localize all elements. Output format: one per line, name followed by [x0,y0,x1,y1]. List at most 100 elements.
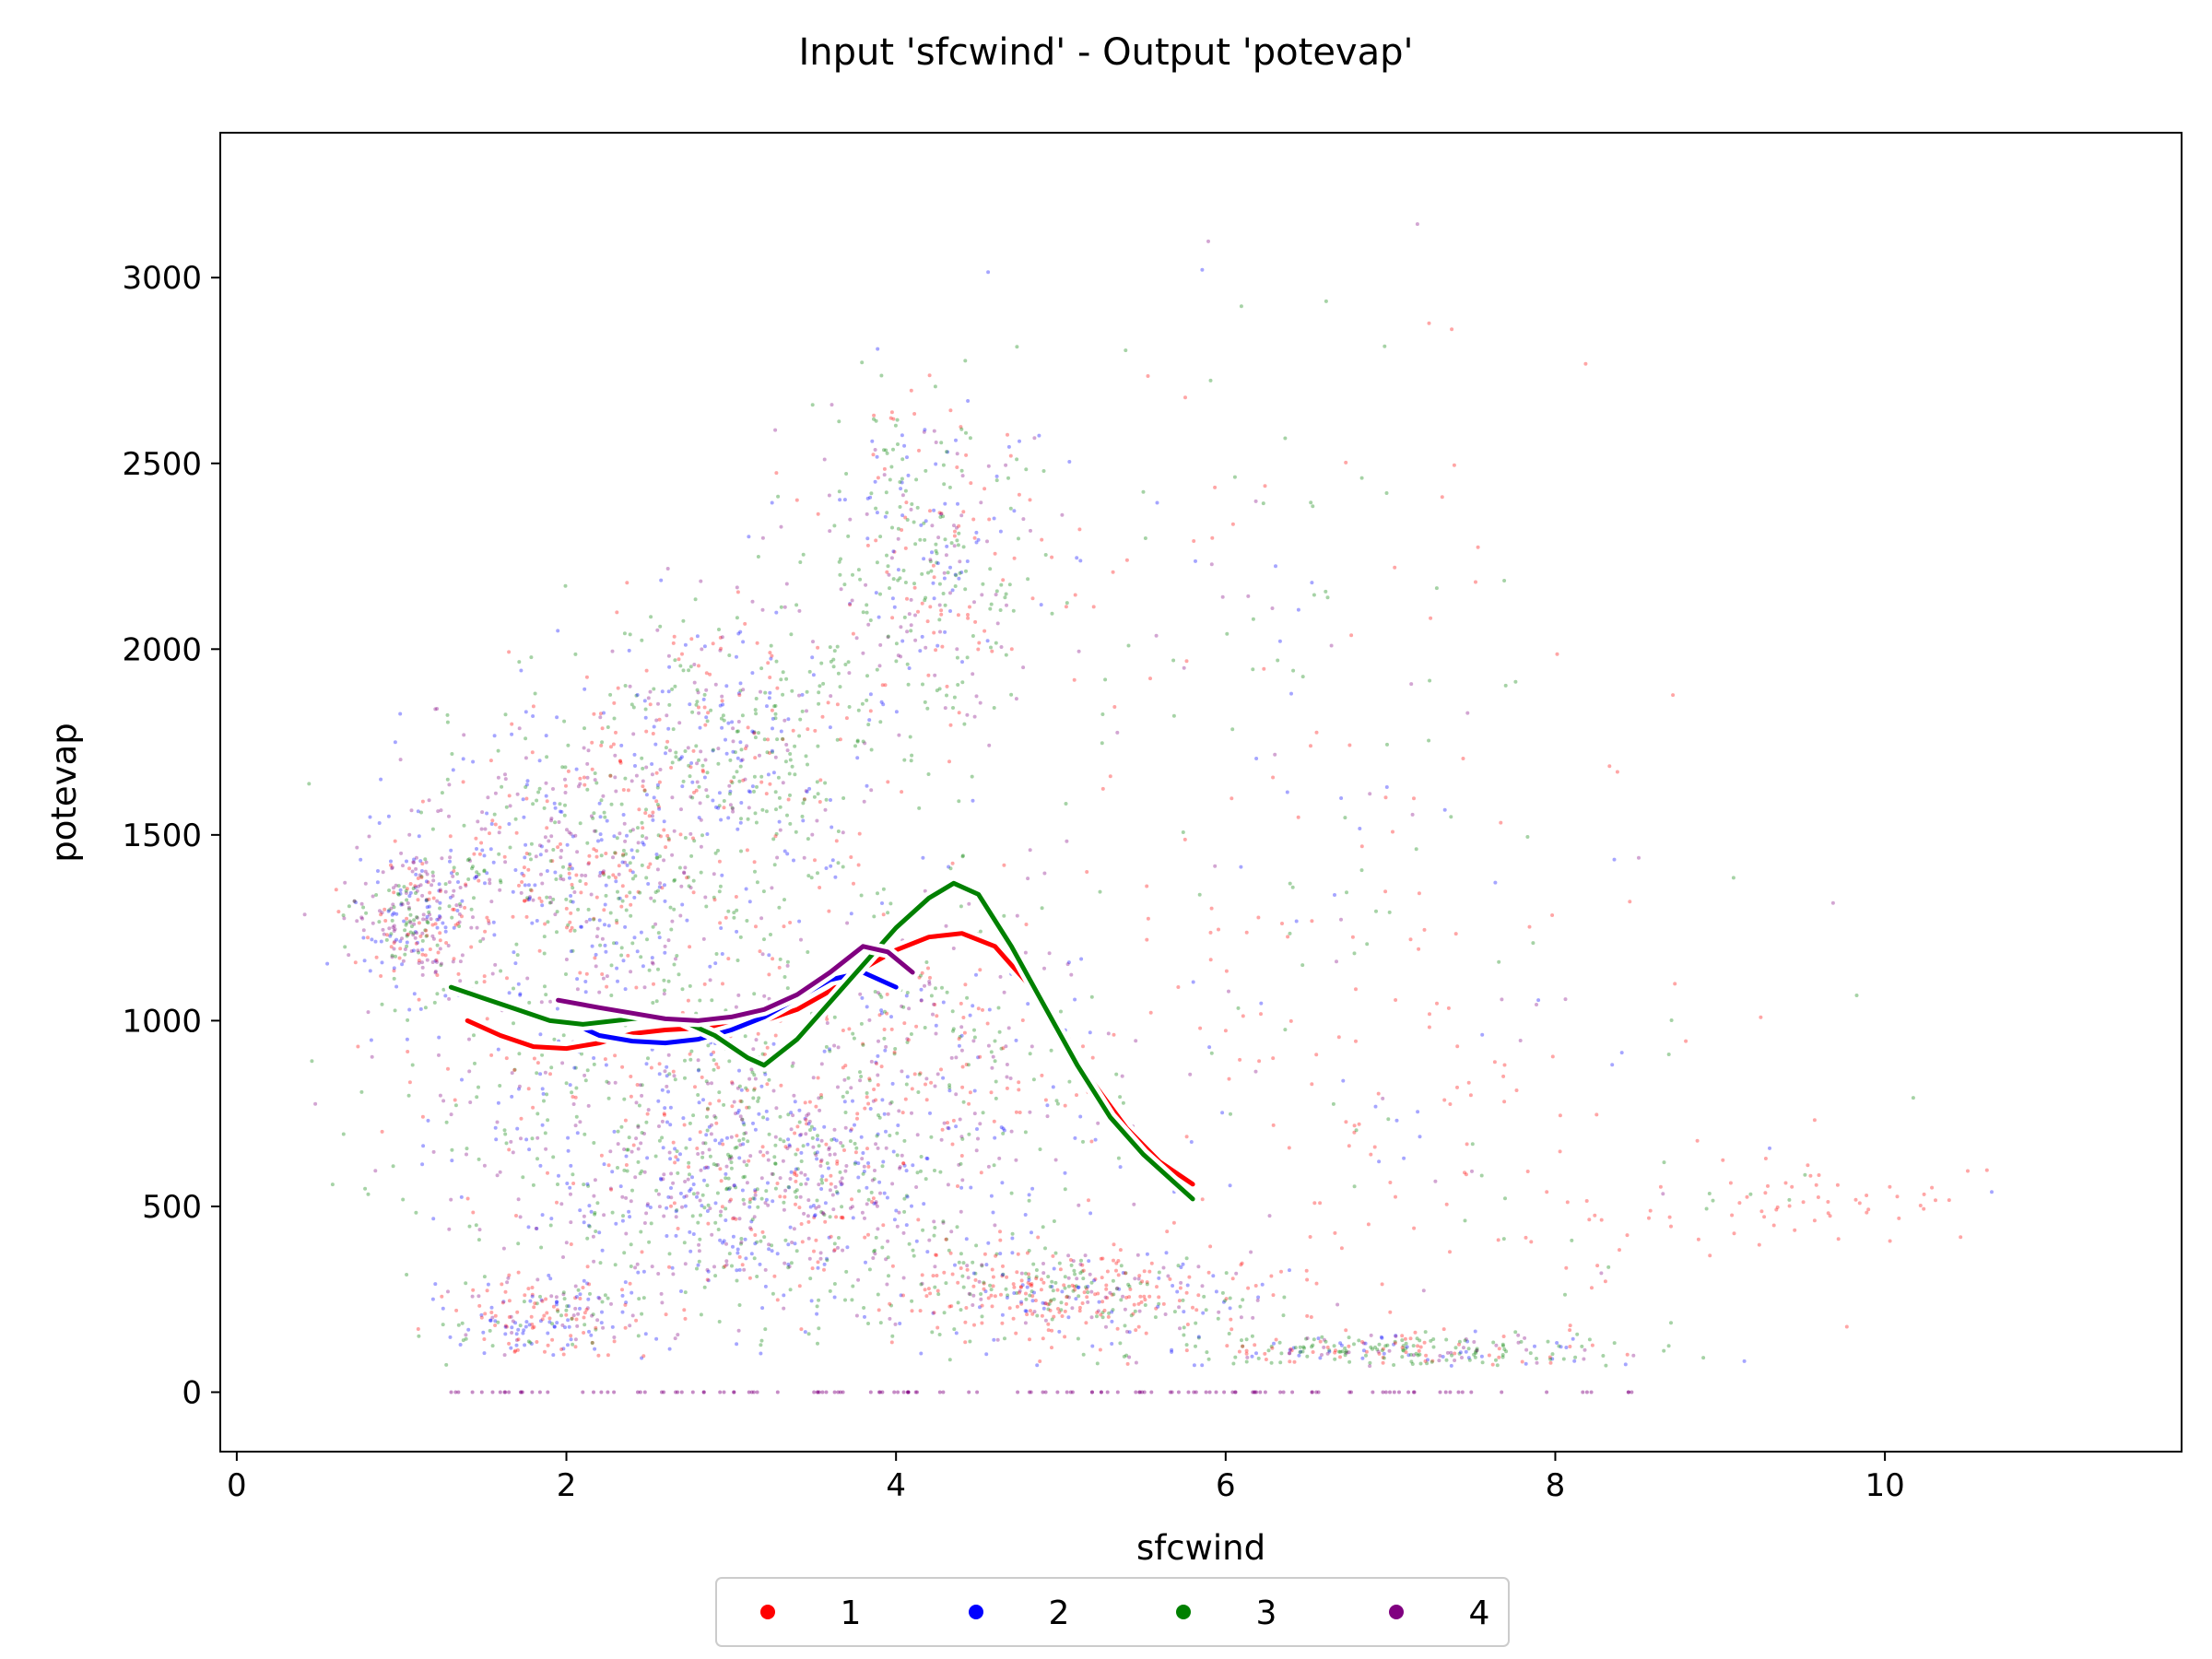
scatter-point [1233,1390,1238,1394]
scatter-point [823,807,828,812]
scatter-point [389,859,393,864]
scatter-point [525,976,530,981]
scatter-point [623,1302,628,1307]
scatter-point [485,1017,489,1021]
scatter-point [482,974,487,979]
scatter-point [971,634,975,638]
scatter-point [905,1194,910,1199]
scatter-point [806,1198,811,1203]
scatter-point [1063,1309,1067,1313]
scatter-point [832,1127,837,1132]
scatter-point [1223,1299,1228,1303]
scatter-point [550,1337,555,1342]
scatter-point [610,1210,615,1215]
scatter-point [540,1087,545,1091]
scatter-point [420,938,425,943]
scatter-point [747,806,751,810]
scatter-point [739,801,744,805]
scatter-point [1292,1359,1297,1364]
scatter-point [608,1149,613,1154]
scatter-point [935,1014,939,1018]
scatter-point [570,882,574,887]
scatter-point [770,1171,774,1176]
scatter-point [714,805,718,809]
scatter-point [834,1138,839,1143]
scatter-point [447,904,452,909]
scatter-point [713,1138,718,1143]
scatter-point [1205,1350,1209,1355]
scatter-point [595,926,600,931]
scatter-point [399,902,404,907]
scatter-point [960,1178,965,1182]
scatter-point [731,809,735,814]
scatter-point [420,1114,425,1119]
scatter-point [825,1161,830,1166]
scatter-point [697,664,700,668]
scatter-point [831,1207,836,1212]
scatter-point [839,1216,843,1219]
scatter-point [1096,1291,1100,1296]
scatter-point [1336,1035,1341,1040]
scatter-point [1564,1346,1569,1349]
scatter-point [1453,1359,1457,1362]
scatter-point [408,930,413,935]
scatter-point [1027,1272,1031,1277]
scatter-point [606,1353,610,1358]
scatter-point [919,1282,924,1287]
scatter-point [534,1226,538,1230]
scatter-point [1499,820,1503,825]
scatter-point [623,1280,628,1285]
scatter-point [806,1236,811,1241]
scatter-point [797,693,801,698]
scatter-point [912,1072,917,1077]
scatter-point [676,1390,680,1394]
scatter-point [554,1302,559,1307]
scatter-point [838,1180,842,1184]
scatter-point [1500,1390,1504,1394]
scatter-point [1519,1339,1524,1344]
scatter-point [469,945,474,949]
scatter-point [992,1337,996,1342]
scatter-point [1529,1240,1534,1244]
scatter-point [1065,962,1070,967]
scatter-point [900,513,905,518]
scatter-point [584,920,589,924]
scatter-point [874,1200,878,1205]
scatter-point [503,777,508,782]
scatter-point [1112,1292,1116,1297]
scatter-point [1464,1337,1468,1341]
scatter-point [1115,1286,1120,1290]
scatter-point [718,1390,723,1394]
scatter-point [1123,1307,1127,1312]
scatter-point [893,1322,898,1326]
scatter-point [1423,1359,1428,1363]
scatter-point [1465,1142,1469,1147]
scatter-point [861,651,865,655]
scatter-point [739,1240,744,1244]
scatter-point [1412,1390,1417,1394]
scatter-point [1327,1348,1332,1352]
scatter-point [393,927,397,932]
scatter-point [313,1101,318,1106]
scatter-point [828,1215,832,1219]
scatter-point [735,1111,740,1115]
scatter-point [416,1327,420,1331]
scatter-point [582,746,586,750]
scatter-point [1052,1314,1056,1319]
scatter-point [1016,1390,1020,1394]
scatter-point [569,1337,573,1342]
scatter-point [832,1043,837,1048]
scatter-point [430,923,435,927]
scatter-point [1448,1250,1452,1254]
scatter-point [892,549,897,554]
scatter-point [1426,1358,1430,1362]
scatter-point [559,855,563,860]
scatter-point [773,428,778,432]
scatter-point [813,1151,818,1156]
scatter-point [1383,1344,1388,1348]
scatter-point [842,498,847,502]
scatter-point [597,801,602,806]
scatter-point [334,888,338,892]
scatter-point [728,758,733,762]
scatter-point [640,1356,644,1360]
